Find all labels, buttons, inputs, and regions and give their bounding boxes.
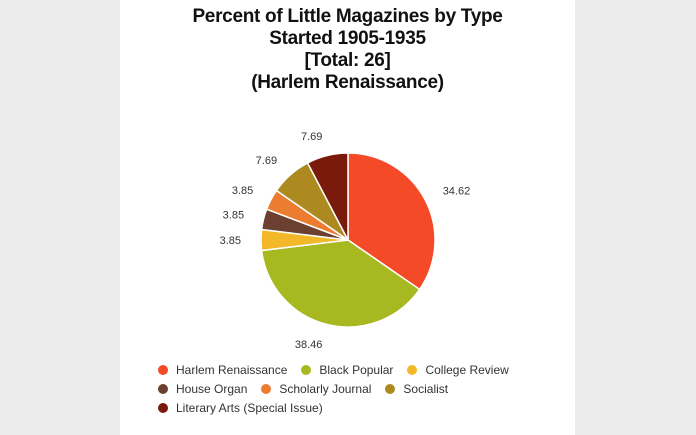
legend-label: Scholarly Journal xyxy=(279,381,372,396)
chart-legend: Harlem Renaissance Black Popular College R… xyxy=(158,360,568,417)
pie-chart: 34.62 38.46 3.85 3.85 3.85 7.69 7.69 xyxy=(220,131,471,351)
pie-slice-literary-arts-special-issue[interactable] xyxy=(306,152,349,241)
pie-slice-black-popular[interactable] xyxy=(260,239,421,328)
legend-label: House Organ xyxy=(176,381,248,396)
legend-swatch xyxy=(158,402,168,413)
legend-swatch xyxy=(158,364,168,375)
legend-item[interactable]: Harlem Renaissance xyxy=(158,363,287,377)
slice-data-label: 7.69 xyxy=(256,155,277,167)
legend-row: Literary Arts (Special Issue) xyxy=(158,398,568,417)
legend-label: Socialist xyxy=(403,381,449,396)
legend-item[interactable]: Literary Arts (Special Issue) xyxy=(158,401,323,415)
legend-row: House Organ Scholarly Journal Socialist xyxy=(158,379,568,398)
legend-label: Harlem Renaissance xyxy=(176,362,288,377)
legend-swatch xyxy=(158,383,168,394)
slice-data-label: 34.62 xyxy=(443,185,471,197)
pie-slice-harlem-renaissance[interactable] xyxy=(347,152,436,291)
chart-title-line-1: Percent of Little Magazines by Type xyxy=(192,6,503,27)
legend-label: College Review xyxy=(425,362,509,377)
slice-data-label: 3.85 xyxy=(223,209,244,221)
chart-title-line-3: [Total: 26] xyxy=(304,50,391,71)
legend-swatch xyxy=(385,383,396,394)
legend-row: Harlem Renaissance Black Popular College R… xyxy=(158,360,568,379)
legend-item[interactable]: Black Popular xyxy=(301,363,393,377)
slice-data-label: 38.46 xyxy=(295,339,323,351)
legend-item[interactable]: Scholarly Journal xyxy=(261,382,371,396)
legend-swatch xyxy=(301,364,312,375)
legend-item[interactable]: House Organ xyxy=(158,382,247,396)
legend-item[interactable]: Socialist xyxy=(385,382,448,396)
legend-label: Literary Arts (Special Issue) xyxy=(176,400,323,415)
legend-item[interactable]: College Review xyxy=(407,362,509,377)
chart-card: Percent of Little Magazines by Type Star… xyxy=(120,0,575,435)
legend-swatch xyxy=(261,383,272,394)
chart-title: Percent of Little Magazines by Type Star… xyxy=(120,6,575,94)
legend-swatch xyxy=(407,364,418,375)
slice-data-label: 3.85 xyxy=(220,235,241,247)
chart-title-line-4: (Harlem Renaissance) xyxy=(251,72,444,93)
slice-data-label: 7.69 xyxy=(301,131,322,143)
chart-title-line-2: Started 1905-1935 xyxy=(269,28,426,49)
slice-data-label: 3.85 xyxy=(232,185,253,197)
legend-label: Black Popular xyxy=(319,362,394,377)
